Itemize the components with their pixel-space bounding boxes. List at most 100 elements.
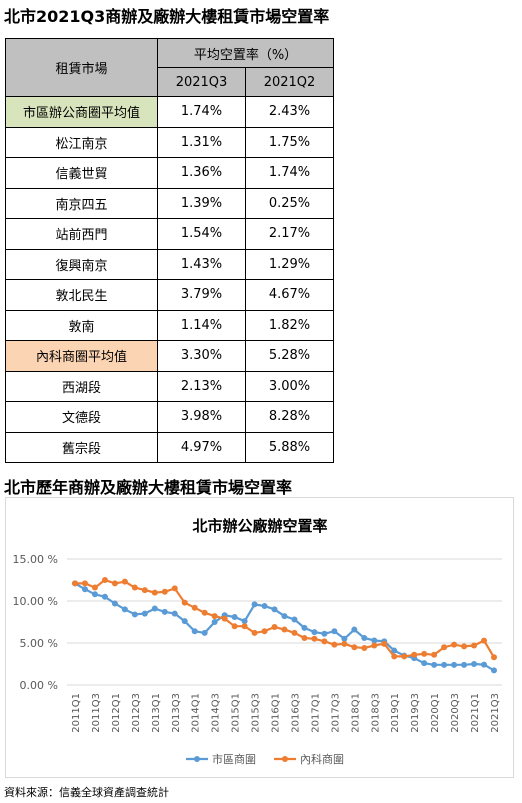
- point: [491, 667, 497, 674]
- point: [471, 661, 478, 667]
- cell-value: 5.28%: [245, 340, 334, 372]
- x-tick-label: 2015Q1: [231, 693, 242, 733]
- column-header: 2021Q2: [245, 67, 334, 97]
- point: [361, 634, 368, 641]
- point: [441, 661, 448, 668]
- point: [291, 616, 298, 623]
- cell-market: 西湖段: [5, 370, 158, 402]
- table-row: 市區辦公商圈平均值 1.74% 2.43%: [5, 96, 334, 128]
- legend-label: 市區商圍: [212, 752, 256, 766]
- cell-market: 松江南京: [5, 126, 158, 158]
- point: [131, 584, 138, 591]
- x-tick-label: 2014Q1: [191, 693, 202, 733]
- x-tick-label: 2017Q1: [310, 693, 321, 733]
- cell-market: 文德段: [5, 401, 158, 433]
- point: [251, 629, 258, 636]
- x-tick-label: 2018Q1: [350, 693, 361, 733]
- cell-value: 2.17%: [245, 218, 334, 250]
- cell-market: 敦南: [5, 309, 158, 341]
- column-header: 2021Q3: [157, 67, 246, 97]
- point: [91, 591, 98, 598]
- point: [391, 647, 398, 654]
- y-tick-label: 5.00 %: [20, 637, 58, 650]
- point: [381, 640, 388, 647]
- x-tick-label: 2019Q1: [390, 693, 401, 733]
- table-row: 南京四五 1.39% 0.25%: [5, 187, 334, 219]
- point: [121, 606, 128, 613]
- cell-value: 1.43%: [157, 248, 246, 280]
- chart-heading: 北市歷年商辦及廠辦大樓租賃市場空置率: [4, 478, 293, 497]
- point: [271, 606, 278, 613]
- point: [431, 661, 438, 668]
- x-tick-label: 2021Q1: [470, 693, 481, 733]
- point: [141, 587, 148, 594]
- table-row: 松江南京 1.31% 1.75%: [5, 126, 334, 158]
- x-tick-label: 2016Q1: [271, 693, 282, 733]
- point: [341, 640, 348, 647]
- point: [281, 626, 288, 633]
- cell-value: 1.82%: [245, 309, 334, 341]
- point: [241, 623, 248, 630]
- cell-value: 4.67%: [245, 279, 334, 311]
- point: [241, 618, 248, 625]
- group-header: 平均空置率（%）: [157, 38, 334, 68]
- point: [171, 585, 178, 592]
- point: [411, 651, 418, 658]
- point: [121, 578, 128, 585]
- x-tick-label: 2019Q3: [410, 693, 421, 733]
- legend-label: 內科商圍: [300, 752, 344, 766]
- cell-value: 1.54%: [157, 218, 246, 250]
- cell-value: 3.79%: [157, 279, 246, 311]
- cell-value: 1.31%: [157, 126, 246, 158]
- cell-value: 1.39%: [157, 187, 246, 219]
- point: [161, 608, 168, 615]
- point: [231, 623, 238, 630]
- point: [371, 637, 378, 644]
- cell-value: 3.00%: [245, 370, 334, 402]
- point: [181, 618, 188, 625]
- cell-value: 1.29%: [245, 248, 334, 280]
- point: [191, 628, 198, 635]
- cell-value: 2.13%: [157, 370, 246, 402]
- point: [151, 605, 158, 612]
- cell-value: 1.14%: [157, 309, 246, 341]
- source: 資料來源：信義全球資產調查統計: [4, 786, 169, 799]
- point: [351, 644, 358, 651]
- cell-market: 舊宗段: [5, 431, 158, 463]
- point: [341, 635, 348, 642]
- x-tick-label: 2013Q3: [171, 693, 182, 733]
- point: [111, 580, 118, 587]
- cell-market: 敦北民生: [5, 279, 158, 311]
- cell-market: 復興南京: [5, 248, 158, 280]
- point: [261, 628, 268, 635]
- point: [491, 654, 497, 661]
- point: [301, 624, 308, 631]
- table-row: 文德段 3.98% 8.28%: [5, 401, 334, 433]
- cell-value: 1.75%: [245, 126, 334, 158]
- point: [271, 624, 278, 631]
- x-tick-label: 2012Q1: [111, 693, 122, 733]
- point: [331, 641, 338, 648]
- point: [391, 653, 398, 660]
- point: [171, 610, 178, 617]
- chart: 北市辦公廠辦空置率 0.00 % 5.00 % 10.00 % 15.00 % 2011…: [5, 497, 514, 778]
- cell-value: 4.97%: [157, 431, 246, 463]
- point: [281, 613, 288, 620]
- cell-market: 站前西門: [5, 218, 158, 250]
- point: [421, 660, 428, 667]
- x-tick-label: 2015Q3: [251, 693, 262, 733]
- table-row: 內科商圈平均值 3.30% 5.28%: [5, 340, 334, 372]
- cell-value: 1.74%: [157, 96, 246, 128]
- point: [161, 588, 168, 595]
- x-tick-label: 2016Q3: [290, 693, 301, 733]
- point: [351, 626, 358, 633]
- point: [251, 601, 258, 608]
- vacancy-table: 租賃市場 平均空置率（%） 2021Q3 2021Q2 市區辦公商圈平均值 1.7…: [5, 38, 334, 463]
- cell-market: 市區辦公商圈平均值: [5, 96, 158, 128]
- point: [101, 577, 108, 583]
- chart-title: 北市辦公廠辦空置率: [192, 517, 327, 535]
- point: [321, 638, 328, 645]
- x-tick-label: 2017Q3: [330, 693, 341, 733]
- cell-market: 內科商圈平均值: [5, 340, 158, 372]
